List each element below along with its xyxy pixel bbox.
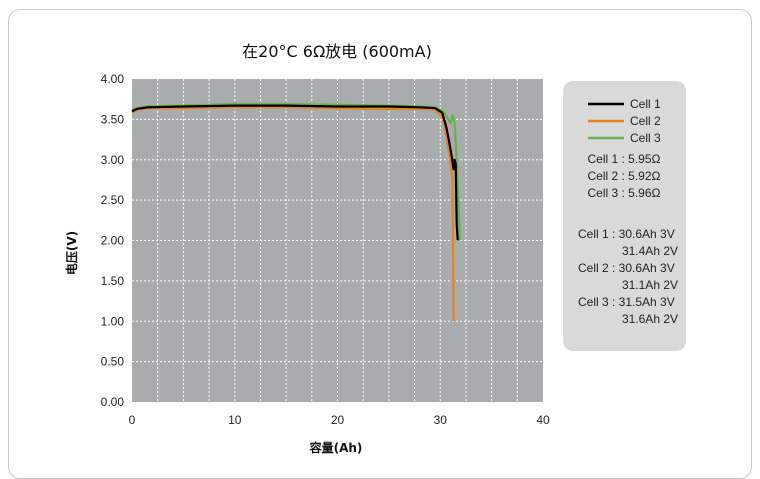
chart-title: 在20°C 6Ω放电 (600mA)	[242, 42, 432, 61]
x-tick-label: 30	[434, 413, 448, 427]
x-tick-label: 20	[331, 413, 345, 427]
x-tick-label: 0	[129, 413, 136, 427]
annotation-text: Cell 3 : 31.5Ah 3V	[578, 295, 675, 309]
series-lines	[131, 102, 461, 322]
annotation-text: 31.6Ah 2V	[622, 312, 678, 326]
x-tick-label: 10	[228, 413, 242, 427]
series-line-cell-1	[131, 104, 459, 241]
legend-label: Cell 2	[630, 114, 661, 128]
tick-labels: 0.00 0.50 1.00 1.50 2.00 2.50 3.00 3.50 4.00 0 10 2…	[101, 72, 550, 427]
legend-box	[563, 81, 686, 351]
annotation-text: Cell 2 : 5.92Ω	[587, 169, 660, 183]
legend-annotations: Cell 1 : 5.95Ω Cell 2 : 5.92Ω Cell 3 : 5.9…	[578, 152, 678, 326]
annotation-text: 31.4Ah 2V	[622, 244, 678, 258]
y-tick-label: 3.50	[101, 112, 125, 126]
y-tick-label: 3.00	[101, 153, 125, 167]
y-tick-label: 0.50	[101, 355, 125, 369]
y-tick-label: 2.00	[101, 234, 125, 248]
annotation-text: Cell 1 : 5.95Ω	[587, 152, 660, 166]
legend-label: Cell 1	[630, 97, 661, 111]
y-axis-label: 电压(V)	[64, 231, 79, 275]
y-tick-label: 0.00	[101, 395, 125, 409]
y-tick-label: 1.00	[101, 314, 125, 328]
legend: Cell 1 Cell 2 Cell 3	[588, 97, 661, 145]
grid-lines	[132, 79, 543, 402]
annotation-text: Cell 2 : 30.6Ah 3V	[578, 261, 675, 275]
y-tick-label: 4.00	[101, 72, 125, 86]
y-tick-label: 2.50	[101, 193, 125, 207]
annotation-text: Cell 3 : 5.96Ω	[587, 186, 660, 200]
x-axis-label: 容量(Ah)	[309, 440, 363, 455]
annotation-text: Cell 1 : 30.6Ah 3V	[578, 227, 675, 241]
y-tick-label: 1.50	[101, 274, 125, 288]
legend-label: Cell 3	[630, 131, 661, 145]
series-line-cell-2	[131, 106, 455, 322]
annotation-text: 31.1Ah 2V	[622, 278, 678, 292]
x-tick-label: 40	[536, 413, 550, 427]
